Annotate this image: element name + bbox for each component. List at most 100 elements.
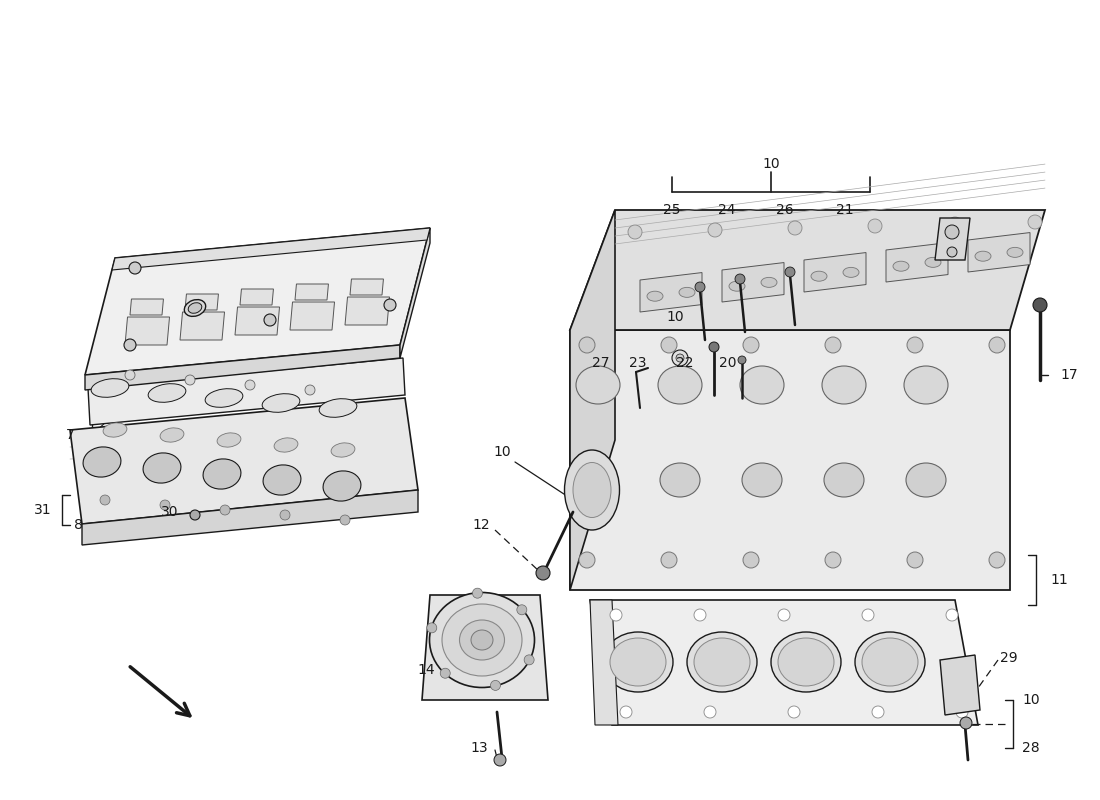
Circle shape [620,706,632,718]
Circle shape [190,510,200,520]
Polygon shape [570,330,1010,590]
Circle shape [694,609,706,621]
Circle shape [524,655,535,665]
Ellipse shape [778,638,834,686]
Ellipse shape [742,463,782,497]
Text: 30: 30 [161,505,178,519]
Ellipse shape [143,453,180,483]
Ellipse shape [679,287,695,298]
Circle shape [868,219,882,233]
Text: 25: 25 [663,203,681,217]
Text: 28: 28 [1022,741,1040,755]
Ellipse shape [729,282,745,291]
Polygon shape [935,218,970,260]
Circle shape [661,337,676,353]
Polygon shape [590,600,978,725]
Text: 13: 13 [471,741,488,755]
Circle shape [710,342,719,352]
Polygon shape [85,345,400,390]
Ellipse shape [204,459,241,489]
Text: 7: 7 [66,428,75,442]
Ellipse shape [323,471,361,501]
Ellipse shape [471,630,493,650]
Text: 23: 23 [629,356,647,370]
Ellipse shape [103,423,127,437]
Circle shape [704,706,716,718]
Circle shape [124,339,136,351]
Text: 27: 27 [592,356,609,370]
Ellipse shape [647,291,663,301]
Ellipse shape [84,447,121,477]
Text: 22: 22 [676,356,694,370]
Ellipse shape [576,366,620,404]
Circle shape [494,754,506,766]
Circle shape [960,717,972,729]
Text: 10: 10 [493,445,510,459]
Circle shape [473,588,483,598]
Polygon shape [125,317,169,345]
Ellipse shape [578,463,618,497]
Text: 31: 31 [34,503,52,517]
Polygon shape [400,228,430,358]
Circle shape [945,225,959,239]
Circle shape [280,510,290,520]
Circle shape [579,337,595,353]
Circle shape [340,515,350,525]
Circle shape [1028,215,1042,229]
Text: 10: 10 [667,310,684,324]
Polygon shape [82,490,418,545]
Text: 11: 11 [1050,573,1068,587]
Polygon shape [130,299,164,315]
Circle shape [305,385,315,395]
Ellipse shape [91,378,129,398]
Ellipse shape [610,638,665,686]
Circle shape [579,552,595,568]
Circle shape [862,609,874,621]
Polygon shape [345,297,389,325]
Ellipse shape [925,258,940,267]
Circle shape [536,566,550,580]
Ellipse shape [161,428,184,442]
Circle shape [628,225,642,239]
Circle shape [245,380,255,390]
Circle shape [742,552,759,568]
Ellipse shape [1006,247,1023,258]
Polygon shape [290,302,334,330]
Circle shape [742,337,759,353]
Ellipse shape [694,638,750,686]
Polygon shape [570,210,1045,330]
Ellipse shape [603,632,673,692]
Text: 26: 26 [777,203,794,217]
Ellipse shape [442,604,522,676]
Ellipse shape [761,278,777,287]
Polygon shape [350,279,384,295]
Circle shape [610,609,621,621]
Text: 12: 12 [472,518,490,532]
Ellipse shape [217,433,241,447]
Polygon shape [968,233,1030,272]
Circle shape [160,500,170,510]
Circle shape [1033,298,1047,312]
Polygon shape [240,289,274,305]
Polygon shape [180,312,224,340]
Ellipse shape [263,465,301,495]
Ellipse shape [564,450,619,530]
Circle shape [672,350,688,366]
Ellipse shape [688,632,757,692]
Circle shape [185,375,195,385]
Circle shape [825,552,842,568]
Circle shape [517,605,527,614]
Ellipse shape [822,366,866,404]
Ellipse shape [331,443,355,457]
Ellipse shape [975,251,991,261]
Ellipse shape [274,438,298,452]
Ellipse shape [573,462,610,518]
Polygon shape [590,600,618,725]
Ellipse shape [824,463,864,497]
Circle shape [825,337,842,353]
Ellipse shape [205,389,243,407]
Circle shape [947,247,957,257]
Circle shape [946,609,958,621]
Circle shape [735,274,745,284]
Ellipse shape [904,366,948,404]
